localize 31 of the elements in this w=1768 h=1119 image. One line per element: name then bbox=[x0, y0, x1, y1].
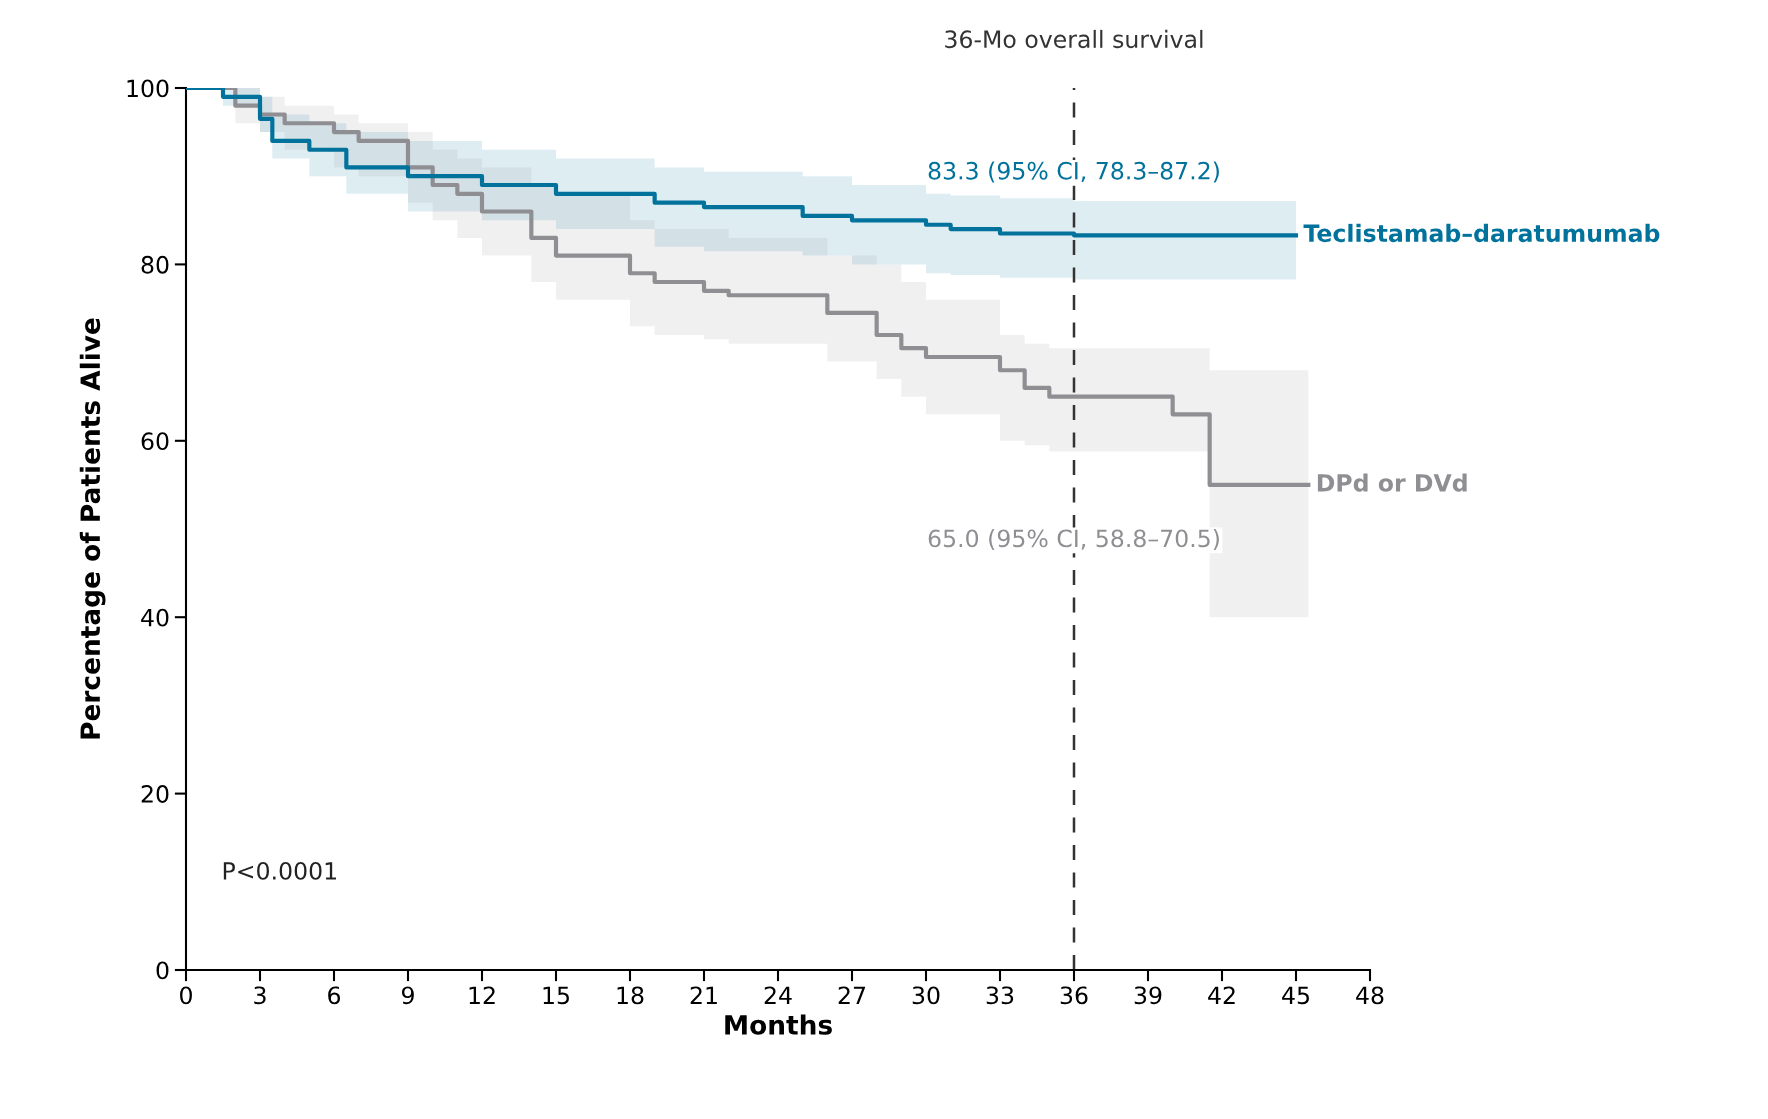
x-tick-label: 33 bbox=[986, 986, 1014, 1005]
x-axis-title: Months bbox=[725, 1014, 832, 1035]
x-tick-label: 36 bbox=[1060, 986, 1088, 1005]
x-tick-label: 45 bbox=[1282, 986, 1309, 1005]
x-tick-label: 24 bbox=[764, 986, 792, 1004]
y-axis-title: Percentage of Patients Alive bbox=[79, 318, 106, 739]
y-tick-label: 0 bbox=[156, 961, 169, 980]
y-tick-label: 100 bbox=[127, 79, 169, 98]
x-tick-label: 30 bbox=[912, 986, 940, 1005]
x-tick-label: 9 bbox=[401, 986, 414, 1005]
x-tick-label: 48 bbox=[1356, 986, 1384, 1005]
series-label: DPd or DVd bbox=[1317, 473, 1467, 492]
x-tick-label: 18 bbox=[617, 986, 644, 1005]
y-tick-label: 80 bbox=[141, 255, 169, 274]
annotation: P<0.0001 bbox=[223, 861, 336, 880]
x-tick-label: 12 bbox=[469, 986, 495, 1004]
y-tick-label: 60 bbox=[141, 432, 169, 451]
series-label: Teclistamab–daratumumab bbox=[1303, 223, 1660, 243]
x-tick-label: 3 bbox=[254, 986, 266, 1005]
y-tick-label: 20 bbox=[141, 785, 169, 803]
annotation: 65.0 (95% CI, 58.8–70.5) bbox=[928, 529, 1219, 551]
x-tick-label: 6 bbox=[328, 986, 341, 1005]
x-tick-label: 21 bbox=[690, 986, 717, 1004]
x-tick-label: 15 bbox=[543, 986, 569, 1005]
x-tick-label: 39 bbox=[1134, 986, 1162, 1005]
x-tick-label: 42 bbox=[1208, 986, 1235, 1004]
x-tick-label: 27 bbox=[838, 986, 865, 1004]
x-tick-label: 0 bbox=[180, 986, 192, 1005]
y-tick-label: 40 bbox=[141, 608, 169, 627]
annotation: 83.3 (95% CI, 78.3–87.2) bbox=[928, 161, 1219, 183]
ref-line-label: 36-Mo overall survival bbox=[945, 29, 1203, 49]
